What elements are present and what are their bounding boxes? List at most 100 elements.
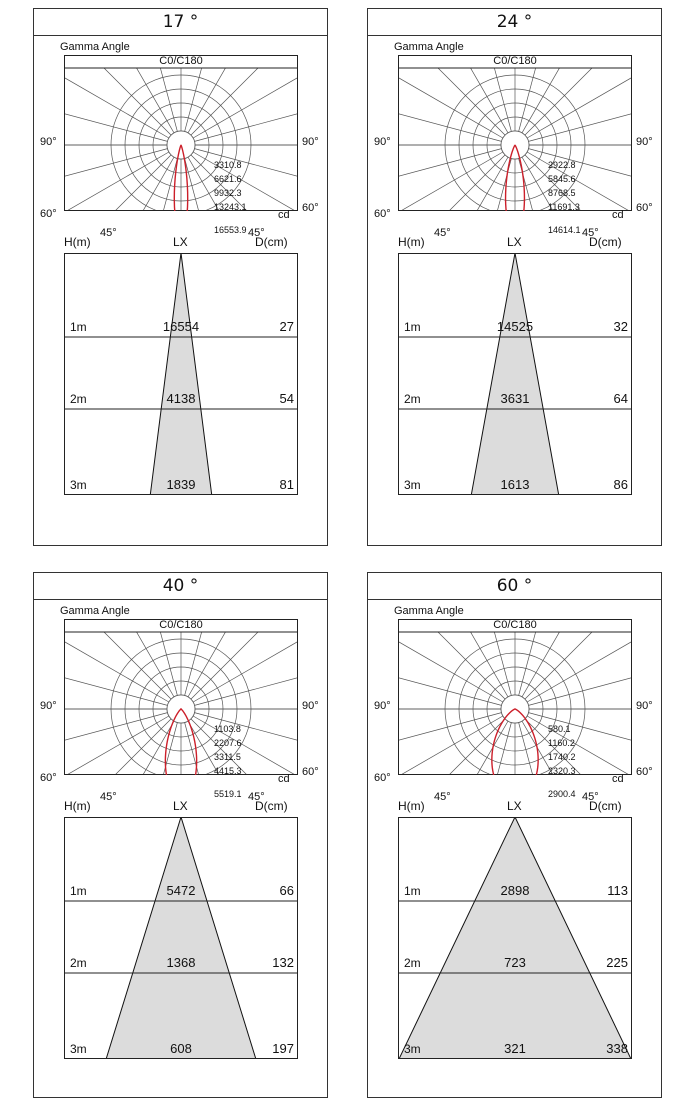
beam-panel-2: 40 ° Gamma Angle C0/C180 90° 90° 60° 60° 45° 45°… xyxy=(33,572,328,1098)
polar-grid-svg xyxy=(64,619,298,775)
height-label: 2m xyxy=(70,956,87,970)
polar-radial-line xyxy=(103,632,172,700)
polar-radial-line xyxy=(494,68,512,132)
beam-panel-1: 24 ° Gamma Angle C0/C180 90° 90° 60° 60° 45° 45°… xyxy=(367,8,662,546)
polar-radial-line xyxy=(114,718,172,775)
polar-radial-line xyxy=(494,632,512,696)
polar-radial-line xyxy=(526,77,632,139)
lux-header: LX xyxy=(507,235,522,249)
height-label: 1m xyxy=(70,884,87,898)
polar-radial-line xyxy=(64,641,170,703)
lux-header: LX xyxy=(173,235,188,249)
cd-unit-label: cd xyxy=(612,773,624,785)
height-label: 2m xyxy=(404,956,421,970)
light-cone xyxy=(149,253,213,495)
diameter-value: 338 xyxy=(606,1041,628,1056)
height-label: 2m xyxy=(70,392,87,406)
diameter-value: 132 xyxy=(272,955,294,970)
intensity-curve xyxy=(491,708,539,775)
polar-radial-line xyxy=(528,677,632,706)
polar-diagram: C0/C180 xyxy=(64,55,298,211)
polar-radial-line xyxy=(194,113,298,142)
polar-radial-line xyxy=(398,712,502,741)
polar-radial-line xyxy=(524,154,582,211)
polar-radial-line xyxy=(470,68,509,134)
polar-radial-line xyxy=(194,677,298,706)
lux-value: 3631 xyxy=(500,391,530,406)
diameter-header: D(cm) xyxy=(589,799,622,813)
diameter-value: 54 xyxy=(279,391,294,406)
angle-45-left: 45° xyxy=(434,791,451,803)
polar-frame xyxy=(64,619,298,775)
intensity-scale-label: 3310.8 xyxy=(214,160,242,170)
polar-radial-line xyxy=(184,632,202,696)
intensity-scale-label: 8768.5 xyxy=(548,188,576,198)
angle-60-right: 60° xyxy=(636,202,653,214)
polar-radial-line xyxy=(476,156,509,211)
height-label: 1m xyxy=(404,320,421,334)
polar-radial-line xyxy=(476,720,509,775)
polar-radial-line xyxy=(136,632,175,698)
polar-radial-line xyxy=(190,718,248,775)
polar-radial-line xyxy=(448,154,506,211)
polar-radial-line xyxy=(64,712,168,741)
polar-radial-line xyxy=(114,154,172,211)
polar-radial-line xyxy=(524,68,593,136)
lux-table: 1m 14525 32 2m 3631 64 3m 1613 86 xyxy=(398,253,632,495)
diameter-value: 225 xyxy=(606,955,628,970)
intensity-scale-label: 2922.8 xyxy=(548,160,576,170)
beam-panel-0: 17 ° Gamma Angle C0/C180 90° 90° 60° 60° 45° 45°… xyxy=(33,8,328,546)
polar-radial-line xyxy=(160,632,178,696)
angle-45-right: 45° xyxy=(248,791,265,803)
lux-value: 321 xyxy=(504,1041,526,1056)
polar-radial-line xyxy=(64,77,170,139)
intensity-scale-label: 2900.4 xyxy=(548,789,576,799)
lux-value: 608 xyxy=(170,1041,192,1056)
polar-radial-line xyxy=(184,158,200,211)
polar-radial-line xyxy=(160,68,178,132)
polar-radial-line xyxy=(192,77,298,139)
polar-grid-svg xyxy=(64,55,298,211)
diameter-value: 81 xyxy=(279,477,294,492)
polar-radial-line xyxy=(194,712,298,741)
lux-value: 14525 xyxy=(496,319,534,334)
lux-table: 1m 2898 113 2m 723 225 3m 321 338 xyxy=(398,817,632,1059)
polar-radial-line xyxy=(399,715,504,775)
height-label: 2m xyxy=(404,392,421,406)
panel-title: 24 ° xyxy=(368,9,661,36)
angle-90-left: 90° xyxy=(40,700,57,712)
lux-table: 1m 5472 66 2m 1368 132 3m 608 197 xyxy=(64,817,298,1059)
intensity-scale-label: 1103.8 xyxy=(214,724,241,734)
polar-frame xyxy=(64,55,298,211)
intensity-scale-label: 5845.6 xyxy=(548,174,576,184)
polar-diagram: C0/C180 xyxy=(398,619,632,775)
lux-table-frame xyxy=(64,253,298,495)
intensity-scale-label: 3311.5 xyxy=(214,752,241,762)
intensity-scale-label: 14614.1 xyxy=(548,225,581,235)
angle-60-right: 60° xyxy=(636,766,653,778)
lux-value: 4138 xyxy=(166,391,196,406)
polar-radial-line xyxy=(526,641,632,703)
intensity-scale-label: 9932.3 xyxy=(214,188,242,198)
light-cone xyxy=(470,253,560,495)
gamma-angle-label: Gamma Angle xyxy=(60,41,130,53)
intensity-scale-label: 13243.1 xyxy=(214,202,247,212)
polar-radial-line xyxy=(65,151,170,211)
intensity-scale-label: 1160.2 xyxy=(548,738,575,748)
intensity-scale-label: 4415.3 xyxy=(214,766,242,776)
intensity-scale-label: 2320.3 xyxy=(548,766,576,776)
intensity-curve xyxy=(504,144,526,211)
polar-radial-line xyxy=(496,158,512,211)
polar-radial-line xyxy=(399,151,504,211)
lux-table: 1m 16554 27 2m 4138 54 3m 1839 81 xyxy=(64,253,298,495)
panel-title: 40 ° xyxy=(34,573,327,600)
diameter-value: 64 xyxy=(613,391,628,406)
polar-diagram: C0/C180 xyxy=(398,55,632,211)
height-label: 3m xyxy=(70,1042,87,1056)
panel-title: 60 ° xyxy=(368,573,661,600)
cd-unit-label: cd xyxy=(612,209,624,221)
angle-45-left: 45° xyxy=(100,227,117,239)
lux-value: 723 xyxy=(504,955,526,970)
polar-radial-line xyxy=(136,68,175,134)
polar-radial-line xyxy=(65,715,170,775)
